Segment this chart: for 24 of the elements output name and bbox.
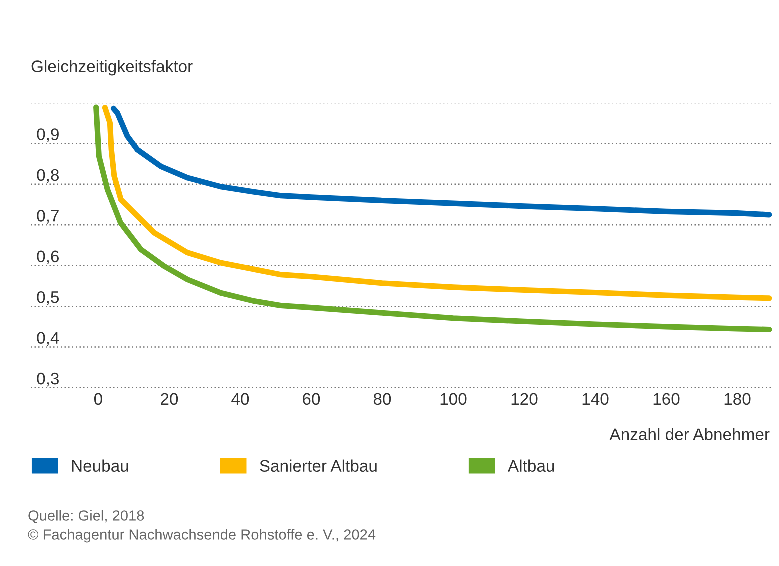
x-tick-label: 180 <box>724 393 751 406</box>
source-note: Quelle: Giel, 2018 <box>28 510 144 524</box>
y-tick-label: 0,8 <box>37 169 59 184</box>
legend-label: Neubau <box>72 460 128 472</box>
text: © Fachagentur Nachwachsende Rohstoffe e. V., 2024 <box>28 529 376 543</box>
y-tick-label: 0,5 <box>37 291 60 306</box>
y-tick-label: 0,6 <box>37 250 59 265</box>
legend-label: Sanierter Altbau <box>260 460 377 472</box>
x-tick-label: 80 <box>374 393 392 406</box>
x-tick-label: 20 <box>161 393 178 406</box>
y-tick-label: 0,4 <box>37 332 60 346</box>
y-tick-label: 0,3 <box>37 372 59 387</box>
x-tick-label: 40 <box>232 393 250 406</box>
x-tick-label: 140 <box>582 393 609 406</box>
y-axis-title: Gleichzeitigkeitsfaktor <box>32 60 193 76</box>
x-tick-label: 100 <box>440 393 467 406</box>
x-tick-label: 160 <box>654 393 680 406</box>
x-tick-label: 60 <box>303 393 320 406</box>
legend-label: Altbau <box>508 460 554 472</box>
x-tick-label: 120 <box>512 393 538 406</box>
y-tick-label: 0,7 <box>37 210 59 224</box>
x-tick-label: 0 <box>94 393 102 406</box>
y-tick-label: 0,9 <box>37 128 59 142</box>
x-axis-title: Anzahl der Abnehmer <box>610 428 770 440</box>
